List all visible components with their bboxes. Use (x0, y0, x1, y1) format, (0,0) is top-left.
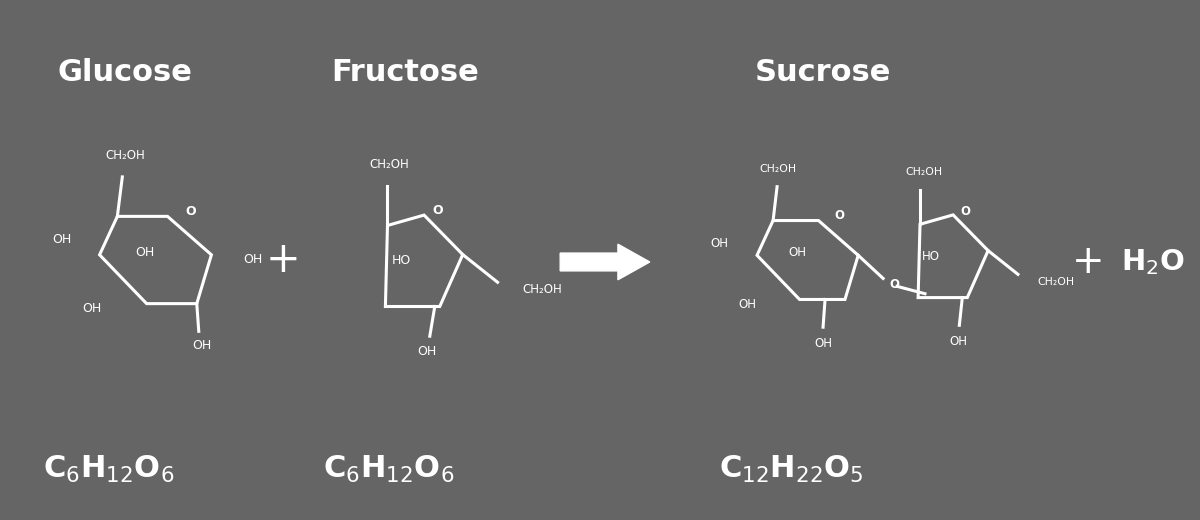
Text: CH₂OH: CH₂OH (1038, 277, 1075, 287)
Text: OH: OH (739, 298, 757, 311)
Text: HO: HO (922, 250, 940, 263)
Text: OH: OH (814, 336, 832, 349)
FancyArrow shape (560, 244, 649, 280)
Text: CH₂OH: CH₂OH (760, 163, 797, 174)
Text: OH: OH (949, 335, 967, 348)
Text: OH: OH (136, 245, 155, 258)
Text: CH₂OH: CH₂OH (370, 159, 409, 172)
Text: OH: OH (83, 302, 102, 315)
Text: OH: OH (788, 245, 806, 258)
Text: Glucose: Glucose (58, 58, 192, 86)
Text: O: O (834, 210, 845, 223)
Text: O: O (185, 205, 196, 218)
Text: C$_6$H$_{12}$O$_6$: C$_6$H$_{12}$O$_6$ (323, 454, 455, 485)
Text: C$_{12}$H$_{22}$O$_5$: C$_{12}$H$_{22}$O$_5$ (720, 454, 864, 485)
Text: OH: OH (192, 339, 211, 352)
Text: CH₂OH: CH₂OH (906, 167, 942, 177)
Text: O: O (889, 278, 899, 291)
Text: O: O (960, 205, 971, 218)
Text: H$_2$O: H$_2$O (1121, 247, 1184, 277)
Text: OH: OH (52, 233, 71, 246)
Text: OH: OH (244, 253, 263, 266)
Text: OH: OH (418, 345, 437, 358)
Text: HO: HO (391, 254, 410, 267)
Text: Fructose: Fructose (331, 58, 479, 86)
Text: Sucrose: Sucrose (755, 58, 890, 86)
Text: CH₂OH: CH₂OH (106, 149, 145, 162)
Text: C$_6$H$_{12}$O$_6$: C$_6$H$_{12}$O$_6$ (42, 454, 174, 485)
Text: CH₂OH: CH₂OH (522, 283, 563, 296)
Text: O: O (432, 204, 443, 217)
Text: OH: OH (710, 237, 728, 250)
Text: +: + (266, 239, 301, 281)
Text: +: + (1072, 243, 1104, 281)
